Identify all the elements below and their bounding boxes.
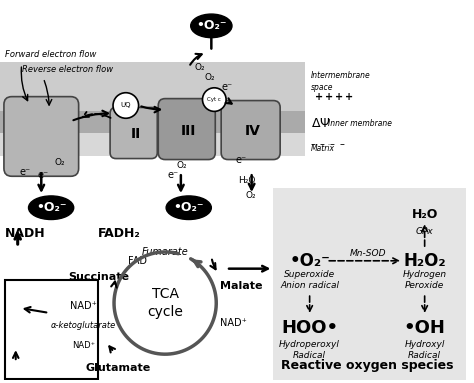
- Text: O₂: O₂: [195, 63, 205, 72]
- Text: O₂: O₂: [246, 191, 256, 200]
- Text: •O₂⁻: •O₂⁻: [196, 20, 227, 33]
- Bar: [273, 188, 466, 380]
- Text: III: III: [181, 124, 196, 138]
- Bar: [5, 280, 98, 379]
- Ellipse shape: [28, 196, 74, 219]
- Text: Radical: Radical: [408, 351, 441, 360]
- Text: •OH: •OH: [404, 319, 446, 337]
- Text: •O₂⁻: •O₂⁻: [36, 201, 66, 214]
- Text: e⁻: e⁻: [216, 25, 228, 35]
- Text: –: –: [310, 139, 315, 149]
- Text: Succinate: Succinate: [68, 272, 129, 282]
- Text: Hydroperoxyl: Hydroperoxyl: [279, 340, 340, 349]
- Text: Intermembrane
space: Intermembrane space: [310, 72, 370, 92]
- Text: NAD⁺: NAD⁺: [72, 341, 95, 350]
- FancyBboxPatch shape: [158, 98, 215, 160]
- Text: –: –: [330, 139, 335, 149]
- Text: GPx: GPx: [416, 227, 434, 236]
- FancyBboxPatch shape: [4, 97, 79, 176]
- Text: •O₂⁻: •O₂⁻: [173, 201, 204, 214]
- Text: –: –: [320, 139, 325, 149]
- Text: Reverse electron flow: Reverse electron flow: [22, 65, 113, 74]
- Text: e⁻: e⁻: [37, 170, 48, 180]
- Text: Superoxide: Superoxide: [284, 270, 335, 279]
- Text: Forward electron flow: Forward electron flow: [5, 50, 96, 59]
- Ellipse shape: [166, 196, 211, 219]
- Text: O₂: O₂: [177, 161, 188, 170]
- Text: Hydrogen: Hydrogen: [402, 270, 447, 279]
- Circle shape: [113, 93, 138, 118]
- Text: UQ: UQ: [120, 103, 131, 108]
- Text: FADH₂: FADH₂: [98, 227, 141, 240]
- Text: +: +: [315, 92, 324, 101]
- Text: Peroxide: Peroxide: [405, 281, 444, 290]
- Ellipse shape: [191, 14, 232, 38]
- Text: FAD: FAD: [128, 256, 147, 266]
- Text: +: +: [335, 92, 343, 101]
- Text: Mn-SOD: Mn-SOD: [349, 249, 386, 259]
- Text: +: +: [345, 92, 353, 101]
- Text: TCA
cycle: TCA cycle: [147, 287, 183, 319]
- Text: α-ketoglutarate: α-ketoglutarate: [51, 321, 116, 330]
- Text: Inner membrane: Inner membrane: [328, 119, 392, 128]
- Text: +: +: [325, 92, 333, 101]
- Text: O₂: O₂: [54, 159, 64, 167]
- Text: H₂O: H₂O: [411, 208, 438, 221]
- Text: II: II: [130, 127, 141, 141]
- Text: •O₂⁻: •O₂⁻: [289, 252, 330, 270]
- Bar: [0, 111, 305, 133]
- Bar: [0, 133, 305, 155]
- Text: H₂O₂: H₂O₂: [403, 252, 446, 270]
- Text: Reactive oxygen species: Reactive oxygen species: [282, 359, 454, 372]
- Text: Anion radical: Anion radical: [280, 281, 339, 290]
- Text: Glutamate: Glutamate: [85, 363, 151, 373]
- Bar: [0, 62, 305, 116]
- Text: NADH: NADH: [5, 227, 46, 240]
- Circle shape: [202, 88, 226, 111]
- Text: e⁻: e⁻: [221, 82, 232, 92]
- Text: e⁻: e⁻: [167, 170, 178, 180]
- Text: –: –: [340, 139, 345, 149]
- FancyBboxPatch shape: [110, 108, 157, 159]
- Text: Fumarate: Fumarate: [142, 247, 189, 257]
- Text: O₂: O₂: [204, 73, 215, 82]
- Text: H₂O: H₂O: [238, 176, 255, 185]
- Text: Cyt c: Cyt c: [207, 97, 221, 102]
- Text: NAD⁺: NAD⁺: [70, 301, 97, 311]
- Text: Radical: Radical: [293, 351, 326, 360]
- Text: Malate: Malate: [220, 282, 263, 291]
- Text: Hydroxyl: Hydroxyl: [404, 340, 445, 349]
- FancyBboxPatch shape: [221, 101, 280, 160]
- Text: NAD⁺: NAD⁺: [220, 318, 247, 328]
- Text: IV: IV: [245, 124, 261, 138]
- Text: e⁻: e⁻: [19, 167, 31, 177]
- Text: HOO•: HOO•: [281, 319, 338, 337]
- Text: e⁻: e⁻: [236, 155, 247, 165]
- Text: Matrix: Matrix: [310, 144, 335, 153]
- Text: $\Delta\Psi$: $\Delta\Psi$: [310, 117, 330, 130]
